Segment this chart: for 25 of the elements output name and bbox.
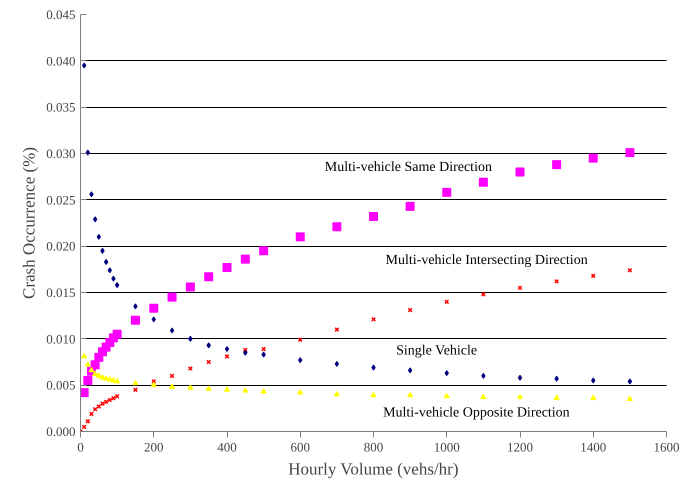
x-tick-label: 1000 bbox=[434, 440, 460, 454]
y-tick-label: 0.010 bbox=[46, 331, 76, 346]
x-tick-label: 0 bbox=[77, 440, 84, 454]
y-tick-label: 0.045 bbox=[46, 7, 76, 22]
x-tick-label: 400 bbox=[217, 440, 237, 454]
x-tick-label: 600 bbox=[290, 440, 310, 454]
series-label: Single Vehicle bbox=[396, 344, 478, 359]
y-tick-label: 0.020 bbox=[46, 238, 76, 254]
y-tick-label: 0.015 bbox=[46, 285, 76, 300]
y-tick-label: 0.005 bbox=[46, 378, 76, 393]
y-axis-title: Crash Occurrence (%) bbox=[19, 147, 38, 299]
y-tick-label: 0.035 bbox=[46, 100, 76, 115]
x-tick-label: 1600 bbox=[654, 440, 680, 454]
y-tick-label: 0.040 bbox=[46, 53, 76, 68]
x-tick-label: 800 bbox=[364, 440, 384, 454]
y-tick-label: 0.030 bbox=[46, 146, 76, 161]
series-label: Multi-vehicle Opposite Direction bbox=[383, 406, 570, 421]
x-axis-title: Hourly Volume (vehs/hr) bbox=[288, 460, 459, 478]
x-tick-label: 1400 bbox=[580, 440, 606, 454]
series-label: Multi-vehicle Same Direction bbox=[324, 160, 492, 175]
y-tick-label: 0.025 bbox=[46, 192, 76, 208]
x-tick-label: 1200 bbox=[507, 440, 533, 454]
x-tick-label: 200 bbox=[144, 440, 164, 454]
series-label: Multi-vehicle Intersecting Direction bbox=[386, 252, 588, 268]
y-tick-label: 0.000 bbox=[46, 424, 76, 439]
